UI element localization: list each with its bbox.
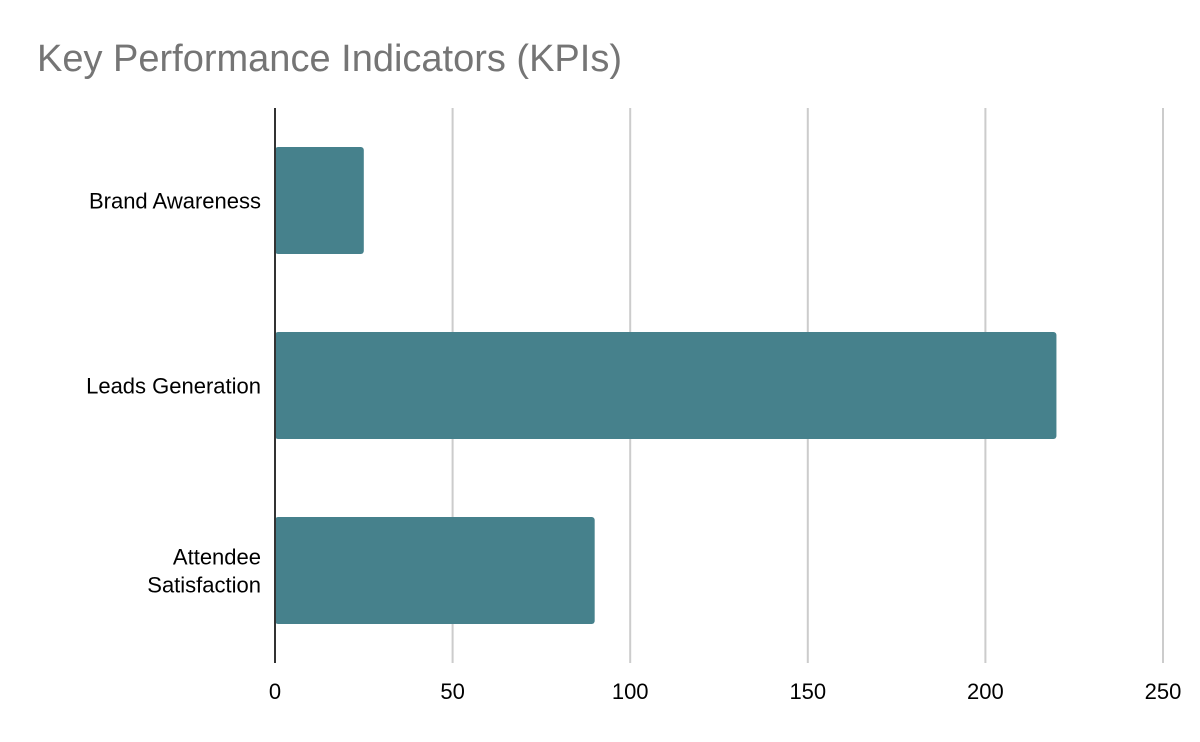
y-category-label: Brand Awareness (89, 189, 261, 214)
bar-leads-generation (275, 332, 1057, 439)
x-tick-label-0: 0 (269, 679, 281, 704)
bars (275, 147, 1057, 624)
labels: 0 50 100 150 200 250 Brand Awareness Leads Gene… (86, 189, 1181, 705)
y-category-label: Attendee (173, 545, 261, 570)
y-category-label: Satisfaction (147, 573, 261, 598)
x-tick-label-100: 100 (612, 679, 649, 704)
x-tick-label-150: 150 (789, 679, 826, 704)
x-tick-label-200: 200 (967, 679, 1004, 704)
x-tick-label-250: 250 (1145, 679, 1182, 704)
bar-brand-awareness (275, 147, 364, 254)
x-tick-label-50: 50 (440, 679, 464, 704)
chart-title: Key Performance Indicators (KPIs) (37, 38, 622, 80)
bar-attendee-satisfaction (275, 517, 595, 624)
y-category-label: Leads Generation (86, 374, 261, 399)
